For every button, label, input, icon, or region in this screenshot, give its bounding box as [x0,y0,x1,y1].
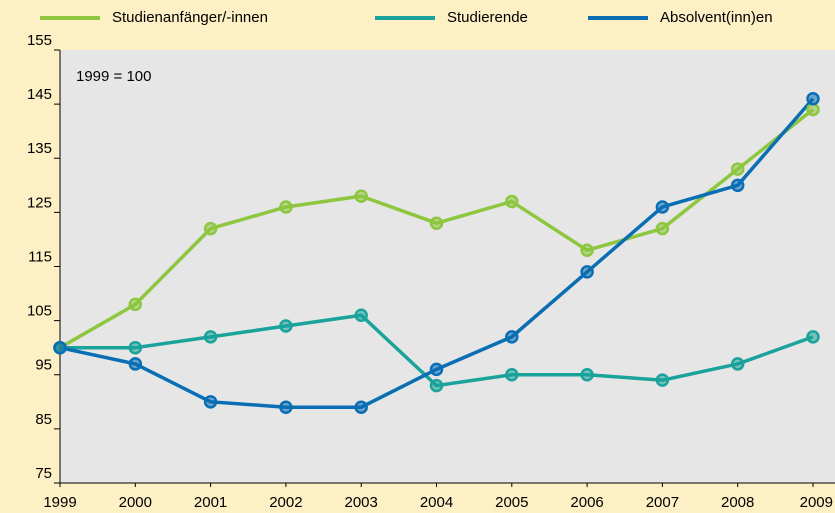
marker [354,308,368,322]
x-tick-label: 2002 [269,494,302,511]
x-tick-label: 2001 [194,494,227,511]
legend-label: Absolvent(inn)en [660,9,773,26]
marker [655,221,670,236]
x-tick-label: 2004 [420,494,453,511]
marker [580,368,594,382]
marker [203,330,218,344]
marker [580,243,594,258]
marker [655,200,670,214]
x-tick-label: 1999 [43,494,76,511]
annotation: 1999 = 100 [76,68,152,85]
marker [730,162,745,176]
marker [429,216,444,230]
marker [806,330,820,344]
marker [203,221,218,236]
marker [279,400,293,414]
y-tick-label: 125 [27,194,52,211]
legend-label: Studierende [447,9,528,26]
marker [580,265,594,279]
y-tick-label: 145 [27,86,52,103]
y-tick-label: 105 [27,303,52,320]
x-tick-label: 2008 [721,494,754,511]
y-tick-label: 85 [35,411,52,428]
x-tick-label: 2005 [495,494,528,511]
marker [128,357,143,371]
x-tick-label: 2000 [119,494,152,511]
marker [128,297,143,312]
marker [505,330,519,344]
y-tick-label: 135 [27,140,52,157]
marker [730,357,745,371]
marker [505,368,519,382]
marker [429,378,444,393]
marker [279,319,293,333]
y-tick-label: 95 [35,357,52,374]
marker [203,395,218,409]
marker [806,102,820,117]
marker [354,400,368,414]
x-tick-label: 2006 [570,494,603,511]
x-tick-label: 2003 [345,494,378,511]
marker [655,373,670,387]
x-tick-label: 2007 [646,494,679,511]
y-tick-label: 115 [28,248,52,265]
marker [279,200,293,214]
y-tick-label: 75 [35,465,52,482]
legend-label: Studienanfänger/-innen [112,9,268,26]
marker [505,194,519,209]
marker [429,362,444,377]
y-tick-label: 155 [27,32,52,49]
plot-area [60,50,835,483]
marker [128,340,143,355]
marker [806,91,820,106]
marker [730,178,745,193]
x-tick-label: 2009 [800,494,833,511]
marker [354,189,368,203]
marker [53,340,67,355]
